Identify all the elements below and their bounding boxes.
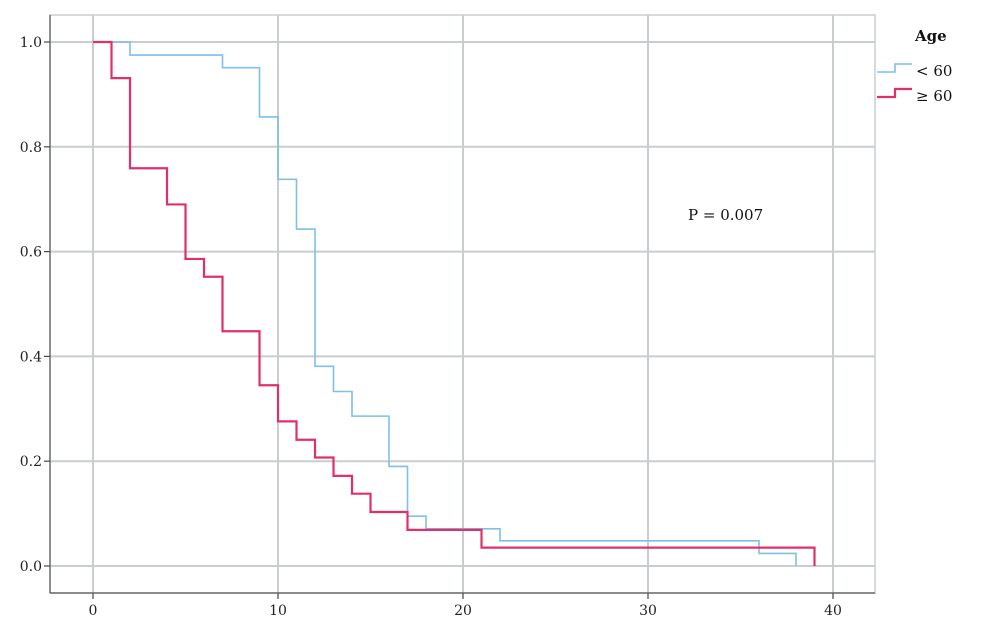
axes — [44, 15, 875, 599]
y-tick-label: 0.6 — [20, 245, 42, 261]
series-line-60-and-over — [93, 40, 816, 566]
y-tick-label: 0.8 — [20, 140, 42, 156]
p-value-annotation: P = 0.007 — [688, 206, 763, 224]
grid — [49, 14, 876, 594]
legend-label-60-and-over: ≥ 60 — [916, 87, 952, 105]
legend-symbol-under-60 — [877, 63, 912, 73]
x-tick-label: 30 — [639, 603, 657, 619]
x-tick-label: 0 — [89, 603, 98, 619]
series-group — [93, 40, 816, 566]
tick-labels: 0 10 20 30 40 0.0 0.2 0.4 0.6 0.8 1.0 — [20, 35, 842, 619]
x-tick-label: 40 — [824, 603, 842, 619]
y-tick-label: 0.4 — [20, 349, 42, 365]
x-tick-label: 20 — [454, 603, 472, 619]
legend-label-under-60: < 60 — [916, 62, 952, 80]
series-line-under-60 — [93, 41, 797, 566]
y-tick-label: 0.0 — [20, 559, 42, 575]
legend-title: Age — [914, 27, 947, 45]
legend: Age < 60 ≥ 60 — [877, 27, 952, 105]
x-tick-label: 10 — [269, 603, 287, 619]
legend-symbol-60-and-over — [877, 87, 912, 99]
y-tick-label: 1.0 — [20, 35, 42, 51]
y-tick-label: 0.2 — [20, 454, 42, 470]
